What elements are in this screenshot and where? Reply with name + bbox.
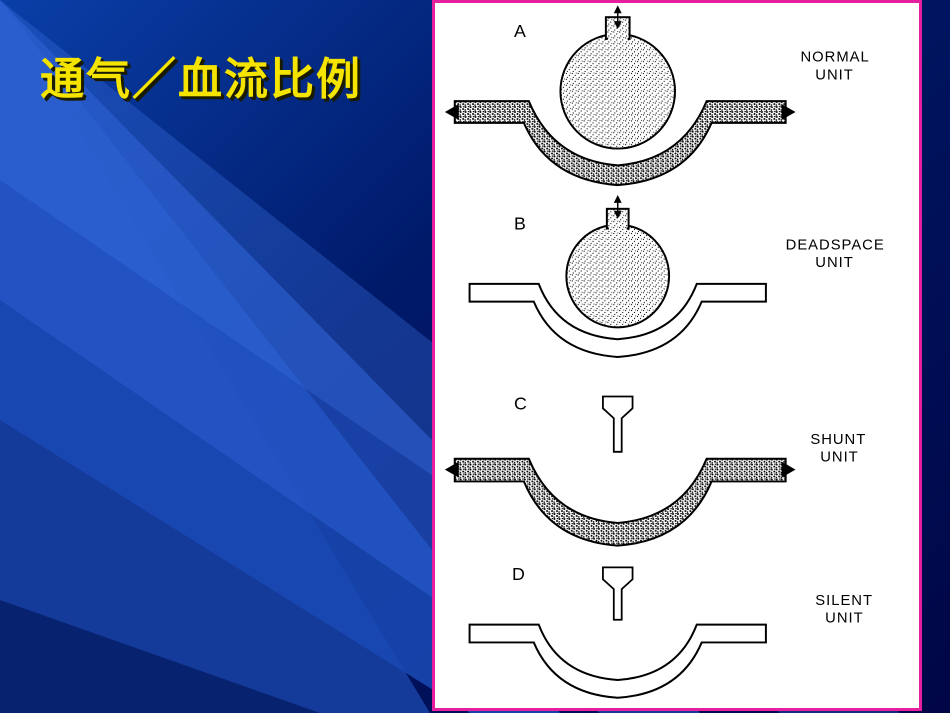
label-b-1: DEADSPACE xyxy=(786,237,885,253)
section-letter-b: B xyxy=(514,214,526,234)
section-letter-c: C xyxy=(514,393,527,413)
label-a-2: UNIT xyxy=(815,67,853,83)
label-d-2: UNIT xyxy=(825,611,863,627)
figure-panel: A NORMAL UNIT B DEADSPACE UNIT xyxy=(432,0,922,711)
label-c-1: SHUNT xyxy=(810,432,866,448)
label-d-1: SILENT xyxy=(815,593,873,609)
section-b: B DEADSPACE UNIT xyxy=(470,195,885,357)
slide-title: 通气／血流比例 xyxy=(40,55,380,106)
label-b-2: UNIT xyxy=(815,255,853,271)
section-letter-a: A xyxy=(514,21,526,41)
label-c-2: UNIT xyxy=(820,450,858,466)
section-d: D SILENT UNIT xyxy=(470,564,873,698)
section-c: C SHUNT UNIT xyxy=(445,393,866,545)
section-a: A NORMAL UNIT xyxy=(445,5,870,185)
label-a-1: NORMAL xyxy=(800,50,869,66)
section-letter-d: D xyxy=(512,564,525,584)
vq-diagram: A NORMAL UNIT B DEADSPACE UNIT xyxy=(435,3,919,708)
